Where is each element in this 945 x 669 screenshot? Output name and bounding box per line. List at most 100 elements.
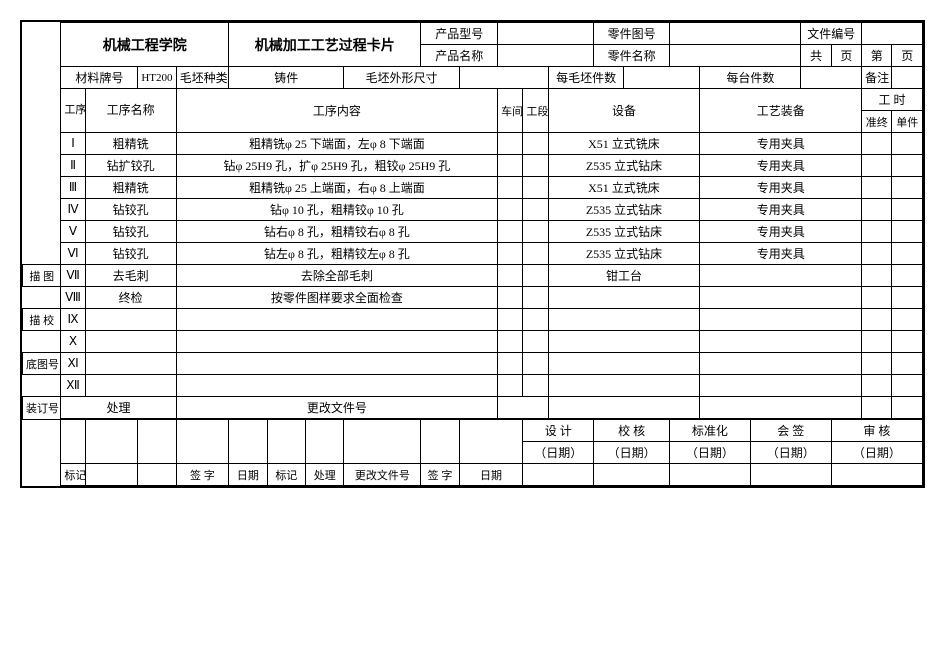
workshop xyxy=(498,221,523,243)
audit-value xyxy=(831,464,922,486)
equipment: 钳工台 xyxy=(548,265,700,287)
side-binding: 装订号 xyxy=(23,397,61,420)
seq-no: Ⅷ xyxy=(61,287,85,309)
part-drawing-value xyxy=(669,23,800,45)
seq-name: 终检 xyxy=(85,287,176,309)
material-row: 材料牌号 HT200 毛坯种类 铸件 毛坯外形尺寸 每毛坯件数 每台件数 备注 xyxy=(23,67,923,89)
seq-name: 钻铰孔 xyxy=(85,199,176,221)
workshop xyxy=(498,177,523,199)
section-label: 工段 xyxy=(523,89,548,133)
doc-no-label: 文件编号 xyxy=(801,23,862,45)
section xyxy=(523,375,548,397)
blank-left xyxy=(23,89,61,133)
tooling-label: 工艺装备 xyxy=(700,89,862,133)
process-row: Ⅻ xyxy=(23,375,923,397)
blank xyxy=(85,464,138,486)
seq-no: Ⅻ xyxy=(61,375,85,397)
per-machine-label: 每台件数 xyxy=(700,67,801,89)
section xyxy=(523,309,548,331)
prep xyxy=(862,177,892,199)
equipment-label: 设备 xyxy=(548,89,700,133)
seq-name xyxy=(85,309,176,331)
blank-left xyxy=(23,243,61,265)
sign-value xyxy=(750,464,831,486)
tooling: 专用夹具 xyxy=(700,199,862,221)
blank-left xyxy=(23,419,61,486)
workshop xyxy=(498,265,523,287)
process-label: 处理 xyxy=(61,397,176,420)
check-date: （日期） xyxy=(594,442,670,464)
process-card-sheet: 机械工程学院 机械加工工艺过程卡片 产品型号 零件图号 文件编号 产品名称 零件… xyxy=(20,20,925,488)
seq-no: Ⅸ xyxy=(61,309,85,331)
seq-name: 钻铰孔 xyxy=(85,221,176,243)
seq-no: Ⅴ xyxy=(61,221,85,243)
date2-label-2: 日期 xyxy=(459,464,523,486)
part-name-label: 零件名称 xyxy=(594,45,670,67)
sign-date: （日期） xyxy=(750,442,831,464)
section xyxy=(523,177,548,199)
bottom-label-row: 标记 签 字 日期 标记 处理 更改文件号 签 字 日期 xyxy=(23,464,923,486)
blank-left xyxy=(23,221,61,243)
side-trace-check: 描 校 xyxy=(23,309,61,331)
blank xyxy=(229,419,267,464)
seq-content-label: 工序内容 xyxy=(176,89,497,133)
tooling: 专用夹具 xyxy=(700,133,862,155)
process-row: Ⅱ 钻扩铰孔 钻φ 25H9 孔，扩φ 25H9 孔，粗铰φ 25H9 孔 Z5… xyxy=(23,155,923,177)
design-date: （日期） xyxy=(523,442,594,464)
time-label: 工 时 xyxy=(862,89,923,111)
unit xyxy=(892,177,923,199)
tooling xyxy=(700,375,862,397)
seq-no: Ⅺ xyxy=(61,353,85,375)
workshop xyxy=(498,243,523,265)
std-value xyxy=(669,464,750,486)
col-header-row-1: 工序号 工序名称 工序内容 车间 工段 设备 工艺装备 工 时 xyxy=(23,89,923,111)
prep xyxy=(862,133,892,155)
blank-left xyxy=(23,133,61,155)
std-label: 标准化 xyxy=(669,419,750,442)
blank xyxy=(421,419,459,464)
equipment xyxy=(548,375,700,397)
prep xyxy=(862,309,892,331)
process-row: 描 校 Ⅸ xyxy=(23,309,923,331)
seq-no: Ⅰ xyxy=(61,133,85,155)
blank xyxy=(61,419,85,464)
material-value: HT200 xyxy=(138,67,176,89)
blank xyxy=(498,397,549,420)
seq-name xyxy=(85,353,176,375)
tooling: 专用夹具 xyxy=(700,221,862,243)
blank xyxy=(267,419,305,464)
blank xyxy=(862,397,892,420)
side-base-drawing: 底图号 xyxy=(23,353,61,375)
unit xyxy=(892,221,923,243)
seq-name: 粗精铣 xyxy=(85,133,176,155)
process-row: Ⅷ 终检 按零件图样要求全面检查 xyxy=(23,287,923,309)
tooling: 专用夹具 xyxy=(700,155,862,177)
check-value xyxy=(594,464,670,486)
workshop xyxy=(498,375,523,397)
workshop xyxy=(498,353,523,375)
seq-name: 钻铰孔 xyxy=(85,243,176,265)
audit-label: 审 核 xyxy=(831,419,922,442)
section xyxy=(523,243,548,265)
blank xyxy=(306,419,344,464)
blank xyxy=(85,419,138,464)
per-blank-value xyxy=(624,67,700,89)
remark-value xyxy=(892,67,923,89)
blank xyxy=(548,397,700,420)
seq-no: Ⅳ xyxy=(61,199,85,221)
material-label: 材料牌号 xyxy=(61,67,138,89)
workshop xyxy=(498,287,523,309)
seq-content xyxy=(176,331,497,353)
unit xyxy=(892,287,923,309)
seq-content: 粗精铣φ 25 上端面，右φ 8 上端面 xyxy=(176,177,497,199)
unit xyxy=(892,265,923,287)
seq-no-label: 工序号 xyxy=(61,89,85,133)
prep xyxy=(862,353,892,375)
seq-name xyxy=(85,375,176,397)
unit xyxy=(892,155,923,177)
blank-left xyxy=(23,287,61,309)
process-label-2: 处理 xyxy=(306,464,344,486)
seq-no: Ⅲ xyxy=(61,177,85,199)
part-drawing-label: 零件图号 xyxy=(594,23,670,45)
sign2-label-2: 签 字 xyxy=(421,464,459,486)
